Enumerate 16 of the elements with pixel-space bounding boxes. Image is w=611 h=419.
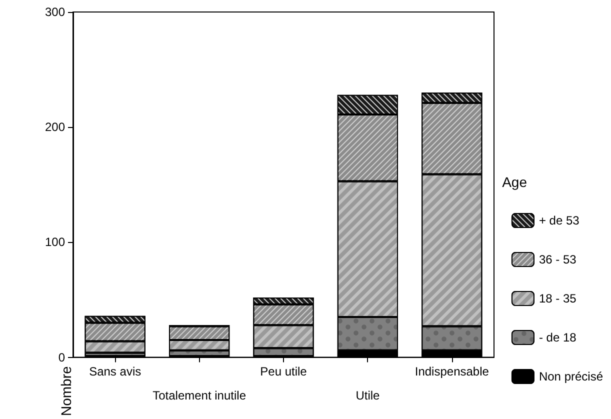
x-tick-label: Sans avis bbox=[89, 364, 142, 378]
x-tick-label: Indispensable bbox=[414, 364, 490, 378]
legend-title: Age bbox=[502, 174, 528, 190]
legend-label: Non précisé bbox=[538, 370, 604, 384]
legend-label: 18 - 35 bbox=[538, 292, 577, 306]
x-tick-label: Totalement inutile bbox=[152, 388, 246, 402]
y-tick-label: 100 bbox=[44, 235, 66, 250]
legend-label: 36 - 53 bbox=[538, 252, 577, 266]
y-tick-label: 300 bbox=[44, 5, 66, 19]
x-tick-label: Utile bbox=[356, 388, 380, 402]
legend-label: - de 18 bbox=[538, 330, 577, 344]
y-tick-label: 0 bbox=[58, 350, 66, 364]
y-axis-title: Nombre bbox=[58, 366, 74, 416]
x-tick-label: Peu utile bbox=[260, 364, 308, 378]
y-tick-label: 200 bbox=[44, 120, 66, 134]
legend-label: + de 53 bbox=[538, 214, 580, 228]
